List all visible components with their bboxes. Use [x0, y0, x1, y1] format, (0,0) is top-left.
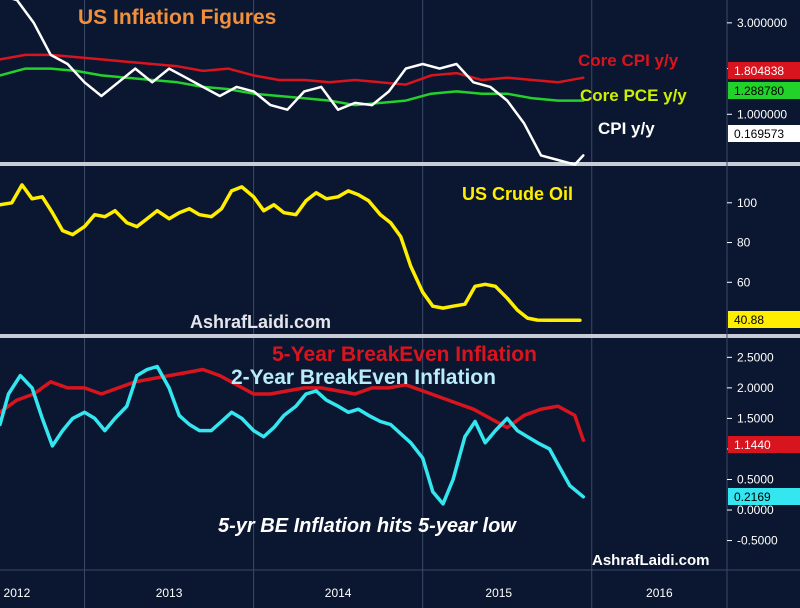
x-tick-label: 2013 — [156, 586, 183, 600]
value-2y: 0.2169 — [734, 490, 771, 504]
y-tick-label: 2.5000 — [737, 350, 774, 364]
y-tick-label: -0.5000 — [737, 534, 778, 548]
y-tick-label: 80 — [737, 236, 751, 250]
x-tick-label: 2016 — [646, 586, 673, 600]
legend-2y-breakeven: 2-Year BreakEven Inflation — [231, 366, 496, 389]
series-line-5-year-breakeven-inflation — [0, 367, 586, 442]
value-5y: 1.1440 — [734, 438, 771, 452]
series-line-core-pce-y-y — [0, 67, 585, 107]
y-tick-label: 1.000000 — [737, 107, 787, 121]
panel1-title: US Inflation Figures — [78, 6, 276, 29]
x-tick-label: 2012 — [4, 586, 31, 600]
value-crude: 40.88 — [734, 313, 764, 327]
value-box-core-cpi: 1.804838 — [728, 62, 800, 79]
series-layer — [0, 0, 586, 506]
legend-core-cpi: Core CPI y/y — [578, 51, 679, 70]
value-core-pce: 1.288780 — [734, 84, 784, 98]
legend-core-pce: Core PCE y/y — [580, 86, 687, 105]
panel-separator — [0, 334, 800, 338]
value-box-5y: 1.1440 — [728, 436, 800, 453]
x-tick-label: 2015 — [485, 586, 512, 600]
value-box-core-pce: 1.288780 — [728, 82, 800, 99]
y-tick-label: 2.0000 — [737, 381, 774, 395]
y-tick-label: 60 — [737, 275, 751, 289]
y-tick-label: 3.000000 — [737, 16, 787, 30]
series-line-2-year-breakeven-inflation — [0, 364, 586, 506]
panel-separator — [0, 162, 800, 166]
value-box-crude: 40.88 — [728, 311, 800, 328]
legend-cpi: CPI y/y — [598, 119, 655, 138]
y-tick-label: 0.0000 — [737, 503, 774, 517]
value-box-cpi: 0.169573 — [728, 125, 800, 142]
y-tick-label: 100 — [737, 196, 757, 210]
value-cpi: 0.169573 — [734, 127, 784, 141]
y-tick-label: 0.5000 — [737, 472, 774, 486]
value-core-cpi: 1.804838 — [734, 64, 784, 78]
series-line-cpi-y-y — [12, 0, 585, 166]
series-line-core-cpi-y-y — [0, 53, 585, 86]
watermark: AshrafLaidi.com — [190, 312, 331, 332]
annotation: 5-yr BE Inflation hits 5-year low — [218, 515, 517, 537]
legend-5y-breakeven: 5-Year BreakEven Inflation — [272, 343, 537, 366]
y-tick-label: 1.5000 — [737, 411, 774, 425]
footer-watermark: AshrafLaidi.com — [592, 552, 710, 569]
series-line-us-crude-oil — [0, 183, 582, 323]
x-tick-label: 2014 — [325, 586, 352, 600]
value-box-2y: 0.2169 — [728, 488, 800, 505]
panel2-title: US Crude Oil — [462, 184, 573, 204]
